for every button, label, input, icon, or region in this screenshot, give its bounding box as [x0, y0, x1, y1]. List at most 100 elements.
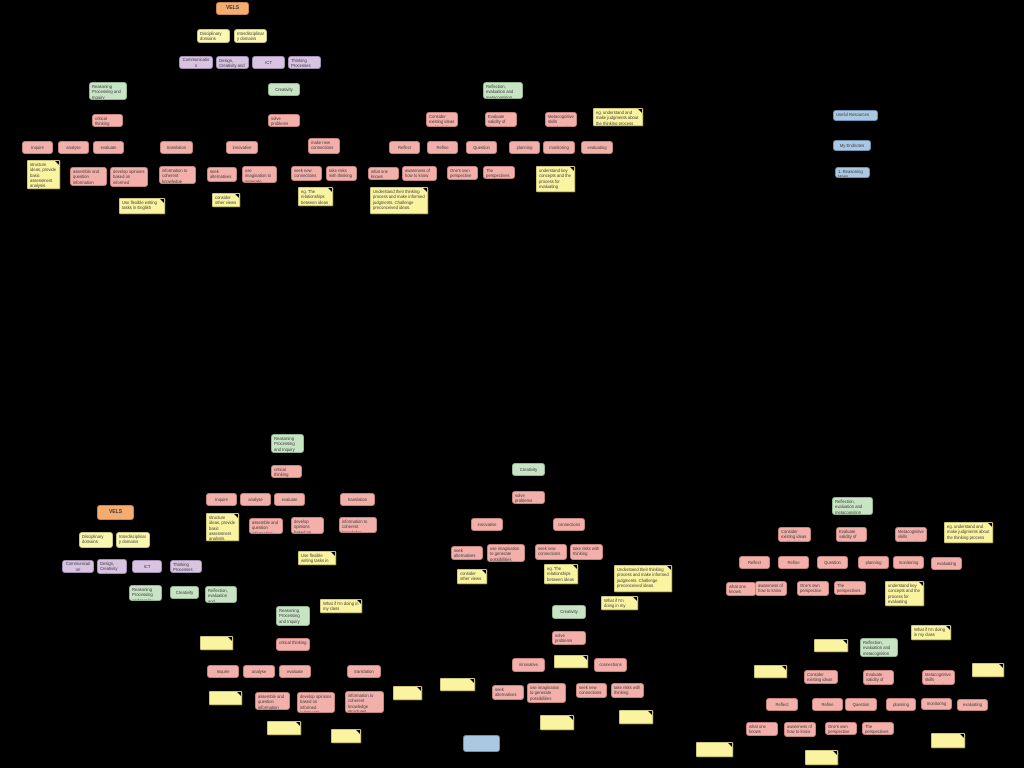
map-node-dimension[interactable]: Communication: [179, 56, 213, 69]
map-node-concept[interactable]: evaluating: [957, 699, 988, 711]
map-node-concept[interactable]: monitoring: [921, 698, 952, 710]
map-node-concept[interactable]: Refine: [812, 698, 843, 711]
map-node-concept[interactable]: make new connections: [308, 138, 340, 154]
map-node-dimension[interactable]: Thinking Processes: [288, 56, 321, 69]
map-node-concept[interactable]: develop opinions based on informed judgm…: [110, 167, 148, 187]
map-node-concept[interactable]: monitoring: [893, 556, 924, 569]
map-node-concept[interactable]: awareness of how to know: [784, 722, 816, 737]
map-node-concept[interactable]: solve problems: [512, 491, 545, 504]
map-node-concept[interactable]: The perspectives of others: [834, 581, 866, 595]
sticky-note[interactable]: [754, 665, 787, 678]
sticky-note[interactable]: [331, 729, 361, 743]
map-node-concept[interactable]: planning: [886, 698, 916, 711]
map-node-concept[interactable]: Evaluate validity of ideas: [836, 527, 867, 542]
map-node-strand[interactable]: Reasoning Processing and Inquiry: [89, 82, 127, 100]
map-node-concept[interactable]: awareness of how to know: [402, 166, 437, 181]
map-node-concept[interactable]: connections: [594, 658, 627, 672]
map-node-concept[interactable]: information to coherent knowledge struct…: [345, 691, 384, 713]
link-node[interactable]: 1. Reasoning Maps: [835, 167, 870, 178]
map-node-concept[interactable]: planning: [509, 141, 540, 154]
map-node-concept[interactable]: innovative: [471, 518, 503, 531]
map-node-strand[interactable]: Reasoning Processing and Inquiry: [129, 585, 162, 601]
map-node-dimension[interactable]: ICT: [132, 560, 162, 573]
map-node-concept[interactable]: One's own perspective: [447, 166, 478, 180]
sticky-note[interactable]: eg. understand and make judgments about …: [944, 522, 993, 543]
map-node-strand[interactable]: Reasoning Processing and Inquiry: [276, 606, 310, 626]
map-node-strand[interactable]: Reflection, evaluation and metacognition: [205, 586, 237, 603]
map-node-concept[interactable]: use imagination to generate possibilitie…: [487, 544, 525, 562]
map-node-domain[interactable]: Disciplinary domains: [197, 29, 230, 43]
map-node-concept[interactable]: Question: [845, 698, 877, 711]
map-node-concept[interactable]: what one knows: [746, 722, 778, 736]
map-node-concept[interactable]: information to coherent knowledge struct…: [159, 166, 196, 184]
map-node-concept[interactable]: critical thinking: [276, 638, 310, 651]
map-node-concept[interactable]: Consider existing ideas and beliefs: [804, 670, 838, 684]
sticky-note[interactable]: [393, 686, 422, 700]
map-node-concept[interactable]: critical thinking: [271, 465, 302, 478]
map-node-concept[interactable]: Question: [817, 556, 848, 569]
link-node[interactable]: Useful Resources: [833, 110, 878, 121]
sticky-note[interactable]: Understand their thinking process and ma…: [614, 565, 672, 592]
sticky-note[interactable]: structure ideas, provide basic assessmen…: [27, 160, 60, 189]
map-node-concept[interactable]: Inquire: [206, 493, 237, 506]
map-node-concept[interactable]: evaluate: [279, 665, 311, 678]
map-node-concept[interactable]: One's own perspective: [797, 581, 829, 596]
map-node-dimension[interactable]: Design, Creativity and Technology: [216, 56, 249, 69]
sticky-note[interactable]: [200, 636, 233, 650]
map-node-concept[interactable]: take risks with thinking: [611, 683, 644, 698]
map-node-concept[interactable]: assemble and question information: [249, 518, 283, 534]
map-node-root[interactable]: VELS: [97, 505, 134, 520]
map-node-concept[interactable]: The perspectives of others: [862, 722, 894, 735]
sticky-note[interactable]: eg. The relationships between ideas: [298, 187, 333, 206]
map-node-concept[interactable]: seek new connections: [535, 544, 567, 560]
sticky-note[interactable]: What if I'm doing in my class: [320, 599, 362, 613]
map-node-concept[interactable]: use imagination to generate possibilitie…: [527, 683, 566, 703]
map-node-dimension[interactable]: ICT: [252, 56, 285, 69]
map-node-concept[interactable]: The perspectives of others: [483, 166, 515, 179]
map-node-strand[interactable]: Creativity: [552, 605, 586, 619]
sticky-note[interactable]: [619, 710, 653, 724]
map-node-strand[interactable]: Creativity: [512, 463, 545, 476]
map-node-concept[interactable]: Evaluate validity of ideas: [485, 112, 517, 127]
map-node-concept[interactable]: seek new connections: [291, 166, 322, 181]
map-node-concept[interactable]: use imagination to generate possibilitie…: [242, 166, 277, 183]
map-node-concept[interactable]: what one knows: [368, 167, 399, 180]
map-node-concept[interactable]: take risks with thinking: [570, 544, 603, 560]
map-node-concept[interactable]: Metacognitive skills developed: [545, 112, 577, 127]
map-node-strand[interactable]: Reflection, evaluation and metacognition: [483, 82, 523, 99]
map-node-concept[interactable]: awareness of how to know: [755, 581, 787, 596]
sticky-note[interactable]: [209, 691, 242, 705]
sticky-note[interactable]: eg. The relationships between ideas: [544, 564, 578, 584]
sticky-note[interactable]: [972, 663, 1004, 677]
map-node-concept[interactable]: analyse: [240, 493, 271, 506]
sticky-note[interactable]: consider other views: [457, 569, 487, 584]
sticky-note[interactable]: [540, 715, 574, 730]
map-node-concept[interactable]: Refine: [427, 141, 458, 154]
map-node-concept[interactable]: Evaluate validity of ideas: [863, 670, 894, 685]
map-node-concept[interactable]: Reflect: [766, 698, 798, 711]
map-node-concept[interactable]: assemble and question information: [255, 692, 290, 710]
map-node-concept[interactable]: connections: [553, 518, 585, 531]
map-node-concept[interactable]: develop opinions based on informed judgm…: [291, 517, 324, 534]
map-node-concept[interactable]: critical thinking: [92, 114, 123, 127]
map-node-concept[interactable]: innovative: [226, 141, 258, 154]
map-node-concept[interactable]: analyse: [58, 141, 89, 154]
map-node-strand[interactable]: Creativity: [268, 83, 300, 96]
map-node-concept[interactable]: seek new connections: [576, 683, 607, 698]
map-node-concept[interactable]: Inquire: [207, 665, 239, 678]
sticky-note[interactable]: [267, 721, 301, 735]
map-node-concept[interactable]: planning: [858, 556, 889, 569]
sticky-note[interactable]: Use flexible writing tasks in English: [119, 198, 165, 214]
sticky-note[interactable]: What if I'm doing in my class: [601, 596, 638, 610]
sticky-note[interactable]: understand key concepts and the process …: [536, 166, 575, 192]
map-node-concept[interactable]: monitoring: [543, 141, 575, 154]
sticky-note[interactable]: [931, 733, 965, 748]
map-node-concept[interactable]: what one knows: [726, 582, 756, 596]
link-node[interactable]: My Endnotes: [833, 140, 871, 151]
map-node-domain[interactable]: Disciplinary domains: [79, 532, 113, 548]
sticky-note[interactable]: [814, 639, 848, 652]
sticky-note[interactable]: What if I'm doing in my class: [911, 625, 951, 640]
link-node[interactable]: [463, 735, 500, 752]
map-node-concept[interactable]: translation: [340, 493, 375, 506]
